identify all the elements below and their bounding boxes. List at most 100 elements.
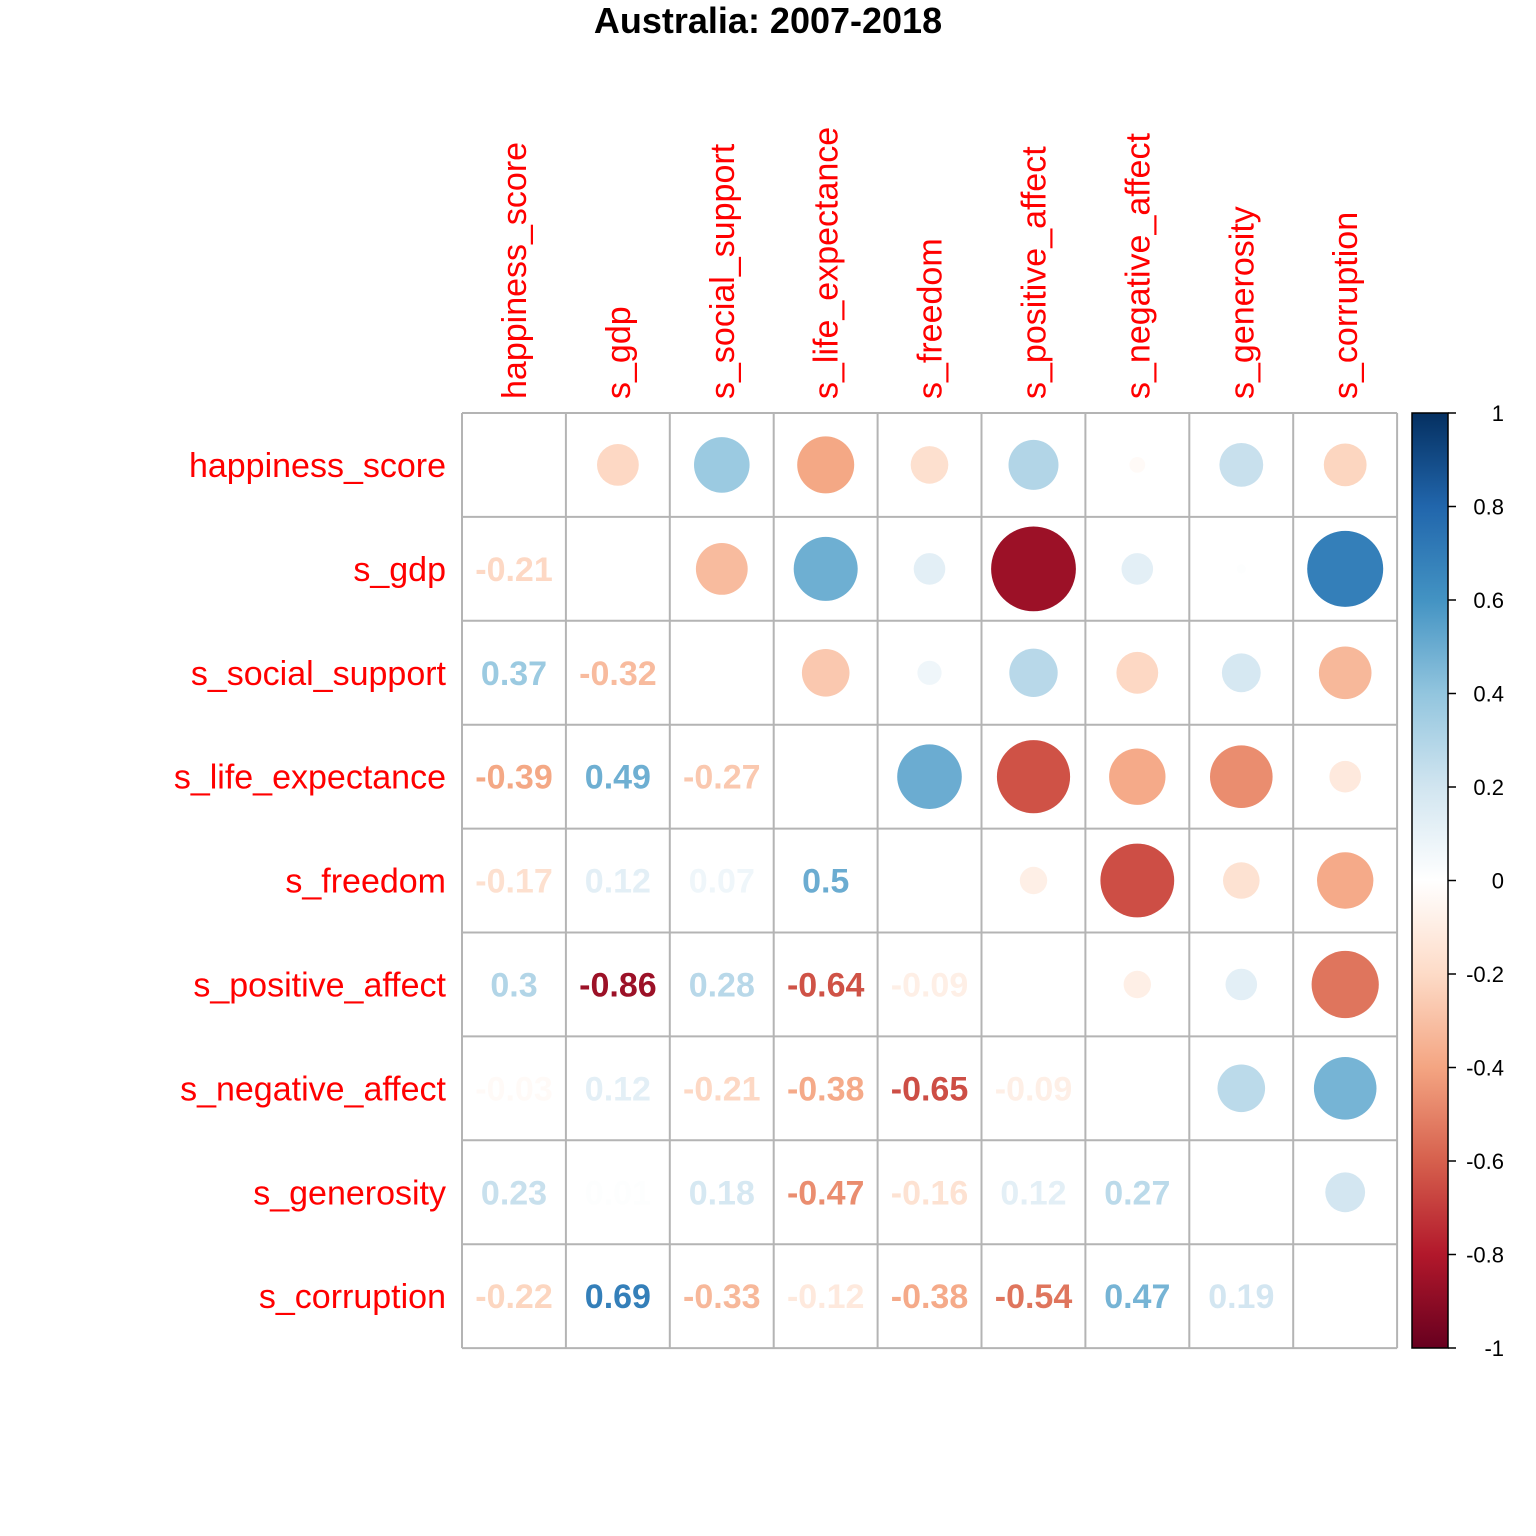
corr-value-s_corruption-s_gdp: 0.69 <box>585 1278 651 1316</box>
corr-value-s_corruption-s_generosity: 0.19 <box>1208 1278 1274 1316</box>
corr-value-s_generosity-s_gdp: 0.01 <box>585 1174 651 1212</box>
corr-circle-s_social_support-s_negative_affect <box>1116 651 1159 694</box>
corr-value-s_life_expectance-s_social_support: -0.27 <box>683 759 761 797</box>
correlation-marks: -0.21 0.37 -0.32 -0.39 0.49 -0.27 -0.17 0.12 0.0… <box>475 436 1384 1316</box>
row-label-s_social_support: s_social_support <box>191 655 447 693</box>
column-label-s_generosity: s_generosity <box>1223 206 1261 399</box>
corr-value-s_positive_affect-s_freedom: -0.09 <box>891 967 969 1005</box>
corr-value-s_generosity-s_life_expectance: -0.47 <box>787 1174 865 1212</box>
colorbar-tick-label: -0.8 <box>1466 1243 1504 1268</box>
corr-value-s_life_expectance-happiness_score: -0.39 <box>475 759 553 797</box>
corr-value-s_negative_affect-happiness_score: -0.03 <box>475 1070 553 1108</box>
column-label-s_corruption: s_corruption <box>1327 212 1365 399</box>
corr-circle-s_freedom-s_corruption <box>1317 852 1374 909</box>
row-label-s_gdp: s_gdp <box>353 551 446 589</box>
corr-circle-happiness_score-s_life_expectance <box>797 436 855 494</box>
row-label-s_negative_affect: s_negative_affect <box>180 1070 446 1108</box>
row-label-s_generosity: s_generosity <box>253 1174 446 1212</box>
corr-circle-s_gdp-s_corruption <box>1307 530 1384 607</box>
corr-value-s_social_support-s_gdp: -0.32 <box>579 655 657 693</box>
corr-value-s_positive_affect-s_life_expectance: -0.64 <box>787 967 865 1005</box>
corr-circle-s_gdp-s_life_expectance <box>793 536 858 601</box>
colorbar-tick-label: 0.6 <box>1473 588 1504 613</box>
colorbar-tick-label: 0.2 <box>1473 775 1504 800</box>
corr-circle-s_social_support-s_positive_affect <box>1009 648 1058 697</box>
corr-value-s_generosity-happiness_score: 0.23 <box>481 1174 547 1212</box>
corr-circle-s_gdp-s_freedom <box>913 553 946 585</box>
corr-value-s_corruption-s_life_expectance: -0.12 <box>787 1278 865 1316</box>
corr-circle-s_social_support-s_life_expectance <box>801 649 850 697</box>
corr-value-s_positive_affect-s_gdp: -0.86 <box>579 967 657 1005</box>
corr-value-s_corruption-s_freedom: -0.38 <box>891 1278 969 1316</box>
corr-value-s_corruption-s_social_support: -0.33 <box>683 1278 761 1316</box>
corr-circle-s_gdp-s_negative_affect <box>1121 553 1154 585</box>
corr-value-s_freedom-s_life_expectance: 0.5 <box>802 863 849 901</box>
corr-circle-s_social_support-s_corruption <box>1318 646 1372 700</box>
row-label-s_life_expectance: s_life_expectance <box>174 759 446 797</box>
row-label-s_freedom: s_freedom <box>285 863 446 901</box>
corr-value-s_negative_affect-s_positive_affect: -0.09 <box>995 1070 1073 1108</box>
corr-circle-s_positive_affect-s_corruption <box>1311 950 1379 1019</box>
corr-circle-s_positive_affect-s_negative_affect <box>1123 970 1152 999</box>
colorbar: 1 0.8 0.6 0.4 0.2 0 -0.2 -0.4 -0.6 -0.8 -1 <box>1411 401 1504 1361</box>
corr-circle-s_life_expectance-s_positive_affect <box>996 740 1071 814</box>
corr-value-s_negative_affect-s_life_expectance: -0.38 <box>787 1070 865 1108</box>
colorbar-tick-label: -0.4 <box>1466 1056 1504 1081</box>
corr-value-s_generosity-s_freedom: -0.16 <box>891 1174 969 1212</box>
corr-circle-happiness_score-s_generosity <box>1219 443 1264 487</box>
corr-value-s_generosity-s_social_support: 0.18 <box>689 1174 755 1212</box>
column-label-s_freedom: s_freedom <box>912 238 950 399</box>
column-label-s_life_expectance: s_life_expectance <box>808 127 846 399</box>
corr-circle-happiness_score-s_freedom <box>910 446 949 484</box>
row-label-s_corruption: s_corruption <box>259 1278 446 1316</box>
colorbar-tick-label: 0.8 <box>1473 495 1504 520</box>
corr-value-s_negative_affect-s_social_support: -0.21 <box>683 1070 761 1108</box>
corr-value-s_negative_affect-s_freedom: -0.65 <box>891 1070 969 1108</box>
corr-value-s_corruption-s_negative_affect: 0.47 <box>1104 1278 1170 1316</box>
colorbar-tick-label: -1 <box>1484 1336 1504 1361</box>
corr-value-s_negative_affect-s_gdp: 0.12 <box>585 1070 651 1108</box>
corr-value-s_generosity-s_positive_affect: 0.12 <box>1000 1174 1066 1212</box>
corr-value-s_social_support-happiness_score: 0.37 <box>481 655 547 693</box>
corr-circle-s_positive_affect-s_generosity <box>1225 968 1258 1001</box>
corr-circle-s_life_expectance-s_generosity <box>1210 745 1273 808</box>
colorbar-tick-label: 0 <box>1492 869 1504 894</box>
corr-value-s_corruption-happiness_score: -0.22 <box>475 1278 553 1316</box>
corr-value-s_generosity-s_negative_affect: 0.27 <box>1104 1174 1170 1212</box>
corr-circle-s_life_expectance-s_corruption <box>1329 760 1361 793</box>
colorbar-tick-label: 0.4 <box>1473 682 1504 707</box>
corr-value-s_life_expectance-s_gdp: 0.49 <box>585 759 651 797</box>
corr-circle-happiness_score-s_negative_affect <box>1129 457 1146 473</box>
column-label-s_social_support: s_social_support <box>704 143 742 399</box>
row-labels: happiness_score s_gdp s_social_support s_li… <box>174 447 447 1316</box>
corr-circle-s_social_support-s_freedom <box>917 660 942 685</box>
column-labels: happiness_score s_gdp s_social_support s_li… <box>496 127 1365 399</box>
corr-circle-s_social_support-s_generosity <box>1221 653 1261 693</box>
corr-value-s_freedom-s_gdp: 0.12 <box>585 863 651 901</box>
matrix-grid <box>461 412 1399 1350</box>
corr-value-s_corruption-s_positive_affect: -0.54 <box>995 1278 1073 1316</box>
colorbar-tick-label: -0.2 <box>1466 962 1504 987</box>
column-label-s_negative_affect: s_negative_affect <box>1119 133 1157 399</box>
corr-circle-s_gdp-s_positive_affect <box>991 526 1076 612</box>
corr-circle-happiness_score-s_gdp <box>597 444 639 486</box>
column-label-happiness_score: happiness_score <box>496 142 534 399</box>
corr-circle-s_gdp-s_social_support <box>695 543 748 595</box>
corr-circle-s_freedom-s_positive_affect <box>1019 866 1048 895</box>
column-label-s_positive_affect: s_positive_affect <box>1016 146 1054 399</box>
corr-circle-s_freedom-s_generosity <box>1223 862 1260 899</box>
row-label-happiness_score: happiness_score <box>189 447 446 485</box>
corr-circle-s_negative_affect-s_generosity <box>1217 1064 1266 1113</box>
colorbar-tick-label: -0.6 <box>1466 1149 1504 1174</box>
corr-value-s_freedom-s_social_support: 0.07 <box>689 863 755 901</box>
corr-value-s_positive_affect-s_social_support: 0.28 <box>689 967 755 1005</box>
chart-title: Australia: 2007-2018 <box>594 0 942 41</box>
corr-value-s_gdp-happiness_score: -0.21 <box>475 551 553 589</box>
row-label-s_positive_affect: s_positive_affect <box>193 967 446 1005</box>
corr-circle-s_negative_affect-s_corruption <box>1313 1057 1377 1120</box>
corr-circle-s_life_expectance-s_freedom <box>897 744 962 809</box>
corr-circle-s_generosity-s_corruption <box>1325 1172 1366 1213</box>
corr-circle-happiness_score-s_positive_affect <box>1008 439 1059 490</box>
corr-circle-happiness_score-s_social_support <box>694 437 750 493</box>
colorbar-gradient <box>1411 412 1449 1349</box>
